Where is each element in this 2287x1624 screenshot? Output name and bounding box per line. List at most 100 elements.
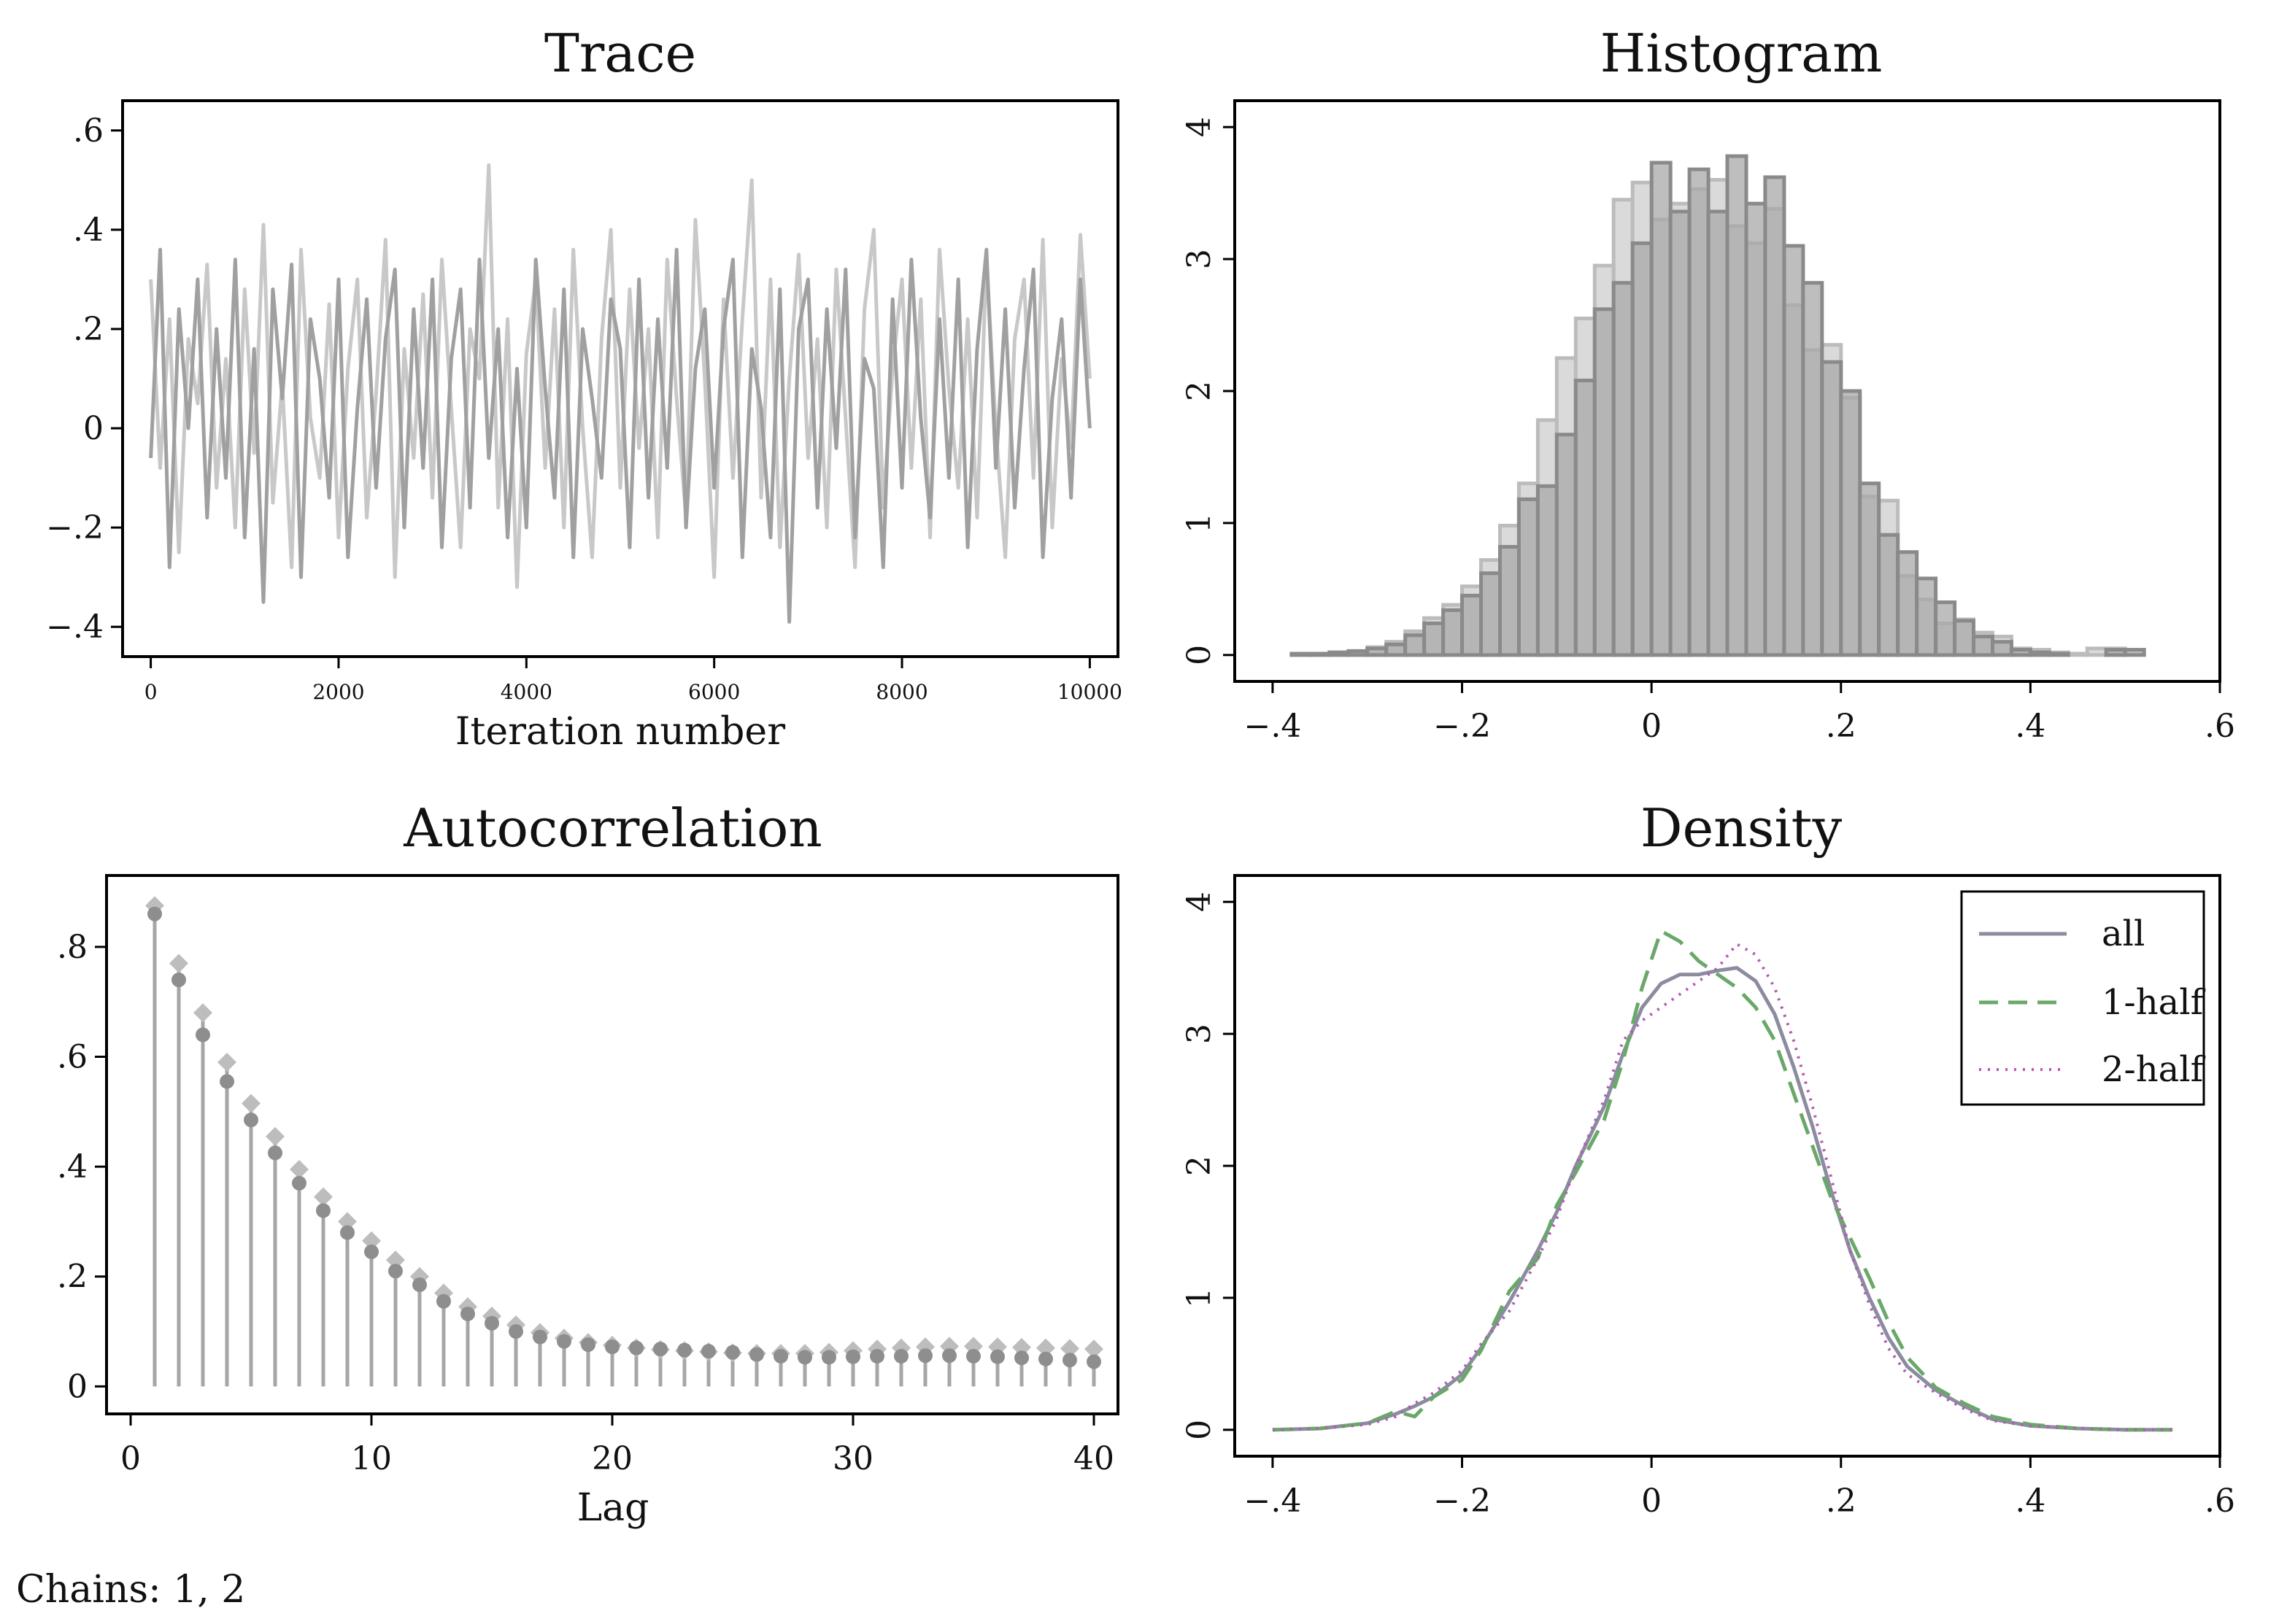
histogram-bar	[1289, 651, 1313, 657]
x-tick-label: .2	[1826, 708, 1856, 745]
acf-point-circle	[774, 1348, 788, 1364]
acf-point-circle	[364, 1244, 379, 1259]
histogram-bar	[1725, 154, 1748, 657]
histogram-bar	[1934, 600, 1957, 657]
density-title: Density	[1640, 797, 1843, 859]
x-tick-label: −.4	[1243, 708, 1301, 745]
x-tick-label: 2000	[312, 680, 364, 704]
acf-point-circle	[870, 1348, 884, 1364]
histogram-bar	[1953, 619, 1975, 657]
x-tick-label: 0	[144, 680, 158, 704]
trace-series	[149, 163, 1092, 624]
autocorrelation-title: Autocorrelation	[403, 797, 822, 859]
y-tick-label: .2	[73, 311, 104, 348]
acf-point-circle	[749, 1347, 764, 1362]
histogram-bar	[1782, 244, 1805, 657]
histogram-bar	[1877, 533, 1900, 657]
acf-point-circle	[485, 1315, 499, 1331]
acf-point-circle	[629, 1340, 644, 1356]
histogram-bar	[1365, 646, 1389, 657]
acf-point-circle	[798, 1350, 812, 1365]
y-tick-label: 4	[1181, 892, 1218, 912]
histogram-bar	[1801, 281, 1824, 657]
histogram-bar	[1441, 608, 1465, 657]
trace-x-axis-label: Iteration number	[455, 710, 785, 754]
density-legend-box	[1960, 890, 2205, 1106]
histogram-bar	[1820, 360, 1843, 657]
histogram-bar	[1479, 571, 1502, 657]
acf-point-circle	[533, 1329, 547, 1345]
acf-point-circle	[557, 1334, 571, 1349]
y-tick-label: 3	[1181, 249, 1218, 269]
acf-point-diamond	[290, 1159, 309, 1179]
histogram-bar	[1516, 497, 1540, 657]
histogram-bar	[1460, 593, 1483, 657]
acf-point-circle	[725, 1345, 740, 1360]
y-tick-label: .8	[57, 929, 88, 966]
y-tick-label: 3	[1181, 1024, 1218, 1044]
x-tick-label: 10000	[1057, 680, 1122, 704]
x-tick-label: 8000	[876, 680, 927, 704]
acf-point-circle	[220, 1074, 234, 1089]
histogram-bar	[1839, 389, 1862, 657]
acf-point-circle	[846, 1349, 860, 1364]
legend-label-2-half: 2-half	[2102, 1049, 2206, 1090]
histogram-bars	[1289, 154, 2146, 657]
acf-point-circle	[605, 1339, 620, 1355]
histogram-bar	[1592, 307, 1616, 657]
acf-point-diamond	[1060, 1339, 1079, 1358]
histogram-bar	[1573, 379, 1597, 657]
acf-point-circle	[196, 1027, 210, 1043]
acf-point-circle	[1062, 1353, 1077, 1368]
autocorrelation-series	[145, 896, 1103, 1387]
y-tick-label: .6	[73, 112, 104, 150]
x-tick-label: 30	[833, 1440, 873, 1477]
trace-panel: Trace 0 2000 4000 6000 8000 10000 −.4 −.2 0 .2 .4.…	[46, 23, 1122, 754]
histogram-title: Histogram	[1600, 23, 1883, 84]
acf-point-circle	[894, 1348, 909, 1364]
acf-point-diamond	[217, 1053, 236, 1072]
autocorrelation-axes: 0 10 20 30 40 0 .2 .4 .6 .8	[57, 929, 1114, 1477]
y-tick-label: 4	[1181, 117, 1218, 137]
histogram-bar	[1384, 642, 1408, 657]
autocorrelation-plot-frame	[105, 874, 1119, 1415]
y-tick-label: 1	[1181, 513, 1218, 533]
y-tick-label: −.2	[46, 509, 104, 546]
acf-point-circle	[701, 1344, 716, 1359]
acf-point-diamond	[314, 1187, 333, 1207]
histogram-bar	[1896, 550, 1919, 657]
density-line-1-half	[1272, 929, 2173, 1432]
acf-point-circle	[292, 1175, 306, 1191]
histogram-bar	[2028, 650, 2051, 657]
histogram-axes: −.4 −.2 0 .2 .4 .6 0 1 2 3 4	[1181, 117, 2235, 745]
legend-label-1-half: 1-half	[2102, 982, 2206, 1023]
trace-axes: 0 2000 4000 6000 8000 10000 −.4 −.2 0 .2 .4 .6	[46, 112, 1122, 704]
histogram-bar	[2123, 648, 2146, 657]
histogram-bar	[1744, 201, 1767, 657]
density-panel: Density −.4 −.2 0 .2 .4 .6 0 1 2 3 4 all 1-half 2-…	[1181, 797, 2235, 1520]
density-plot-frame	[1233, 874, 2221, 1458]
x-tick-label: −.2	[1433, 708, 1491, 745]
density-line-all	[1272, 966, 2173, 1432]
x-tick-label: 40	[1073, 1440, 1114, 1477]
y-tick-label: .4	[57, 1148, 88, 1186]
acf-point-circle	[171, 973, 186, 988]
histogram-bar	[2104, 648, 2127, 657]
acf-point-circle	[942, 1348, 957, 1364]
acf-point-circle	[1038, 1351, 1053, 1366]
legend-label-all: all	[2102, 913, 2145, 954]
y-tick-label: −.4	[46, 608, 104, 646]
acf-point-circle	[918, 1348, 933, 1364]
histogram-bar	[1630, 241, 1654, 657]
x-tick-label: 10	[351, 1440, 392, 1477]
histogram-bar	[1308, 651, 1332, 657]
density-axes: −.4 −.2 0 .2 .4 .6 0 1 2 3 4	[1181, 892, 2235, 1520]
acf-point-circle	[268, 1145, 282, 1161]
x-tick-label: .4	[2015, 1482, 2045, 1520]
acf-point-diamond	[193, 1003, 212, 1023]
histogram-bar	[2047, 651, 2070, 657]
acf-point-circle	[316, 1203, 331, 1218]
acf-point-circle	[653, 1342, 668, 1357]
acf-point-circle	[966, 1348, 981, 1364]
